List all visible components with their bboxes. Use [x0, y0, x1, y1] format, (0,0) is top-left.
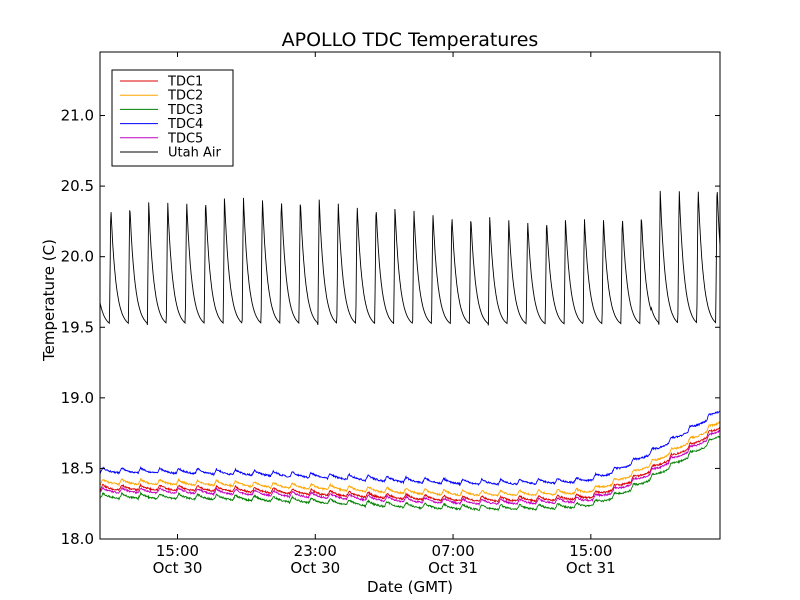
- y-tick-label: 20.0: [61, 248, 94, 266]
- y-tick-label: 20.5: [61, 177, 94, 195]
- y-axis-label: Temperature (C): [40, 239, 58, 362]
- y-tick-label: 18.5: [61, 459, 94, 477]
- x-axis-label: Date (GMT): [367, 578, 453, 596]
- y-tick-label: 21.0: [61, 107, 94, 125]
- x-tick-date-label: Oct 31: [428, 559, 478, 577]
- plot-area-frame: [99, 51, 721, 540]
- legend-label-tdc5: TDC5: [167, 131, 203, 146]
- legend-label-utah-air: Utah Air: [168, 146, 221, 161]
- y-tick-label: 19.5: [61, 318, 94, 336]
- legend-box: [111, 69, 234, 167]
- x-tick-date-label: Oct 30: [290, 559, 340, 577]
- series-line-tdc2: [100, 420, 720, 498]
- x-tick-date-label: Oct 30: [153, 559, 203, 577]
- y-tick-label: 18.0: [61, 530, 94, 548]
- chart-title: APOLLO TDC Temperatures: [282, 29, 539, 51]
- series-line-tdc1: [100, 426, 720, 503]
- legend-label-tdc1: TDC1: [167, 75, 203, 90]
- series-line-tdc5: [100, 429, 720, 506]
- x-tick-time-label: 15:00: [156, 542, 199, 560]
- series-line-tdc3: [100, 435, 720, 512]
- legend-label-tdc2: TDC2: [167, 89, 203, 104]
- x-tick-time-label: 23:00: [294, 542, 337, 560]
- legend-label-tdc4: TDC4: [167, 117, 203, 132]
- legend-label-tdc3: TDC3: [167, 103, 203, 118]
- y-tick-label: 19.0: [61, 389, 94, 407]
- series-line-tdc4: [100, 410, 720, 487]
- x-tick-time-label: 15:00: [569, 542, 612, 560]
- x-tick-date-label: Oct 31: [566, 559, 616, 577]
- x-tick-time-label: 07:00: [431, 542, 474, 560]
- series-layer: [100, 190, 720, 512]
- series-line-utah-air: [100, 190, 720, 326]
